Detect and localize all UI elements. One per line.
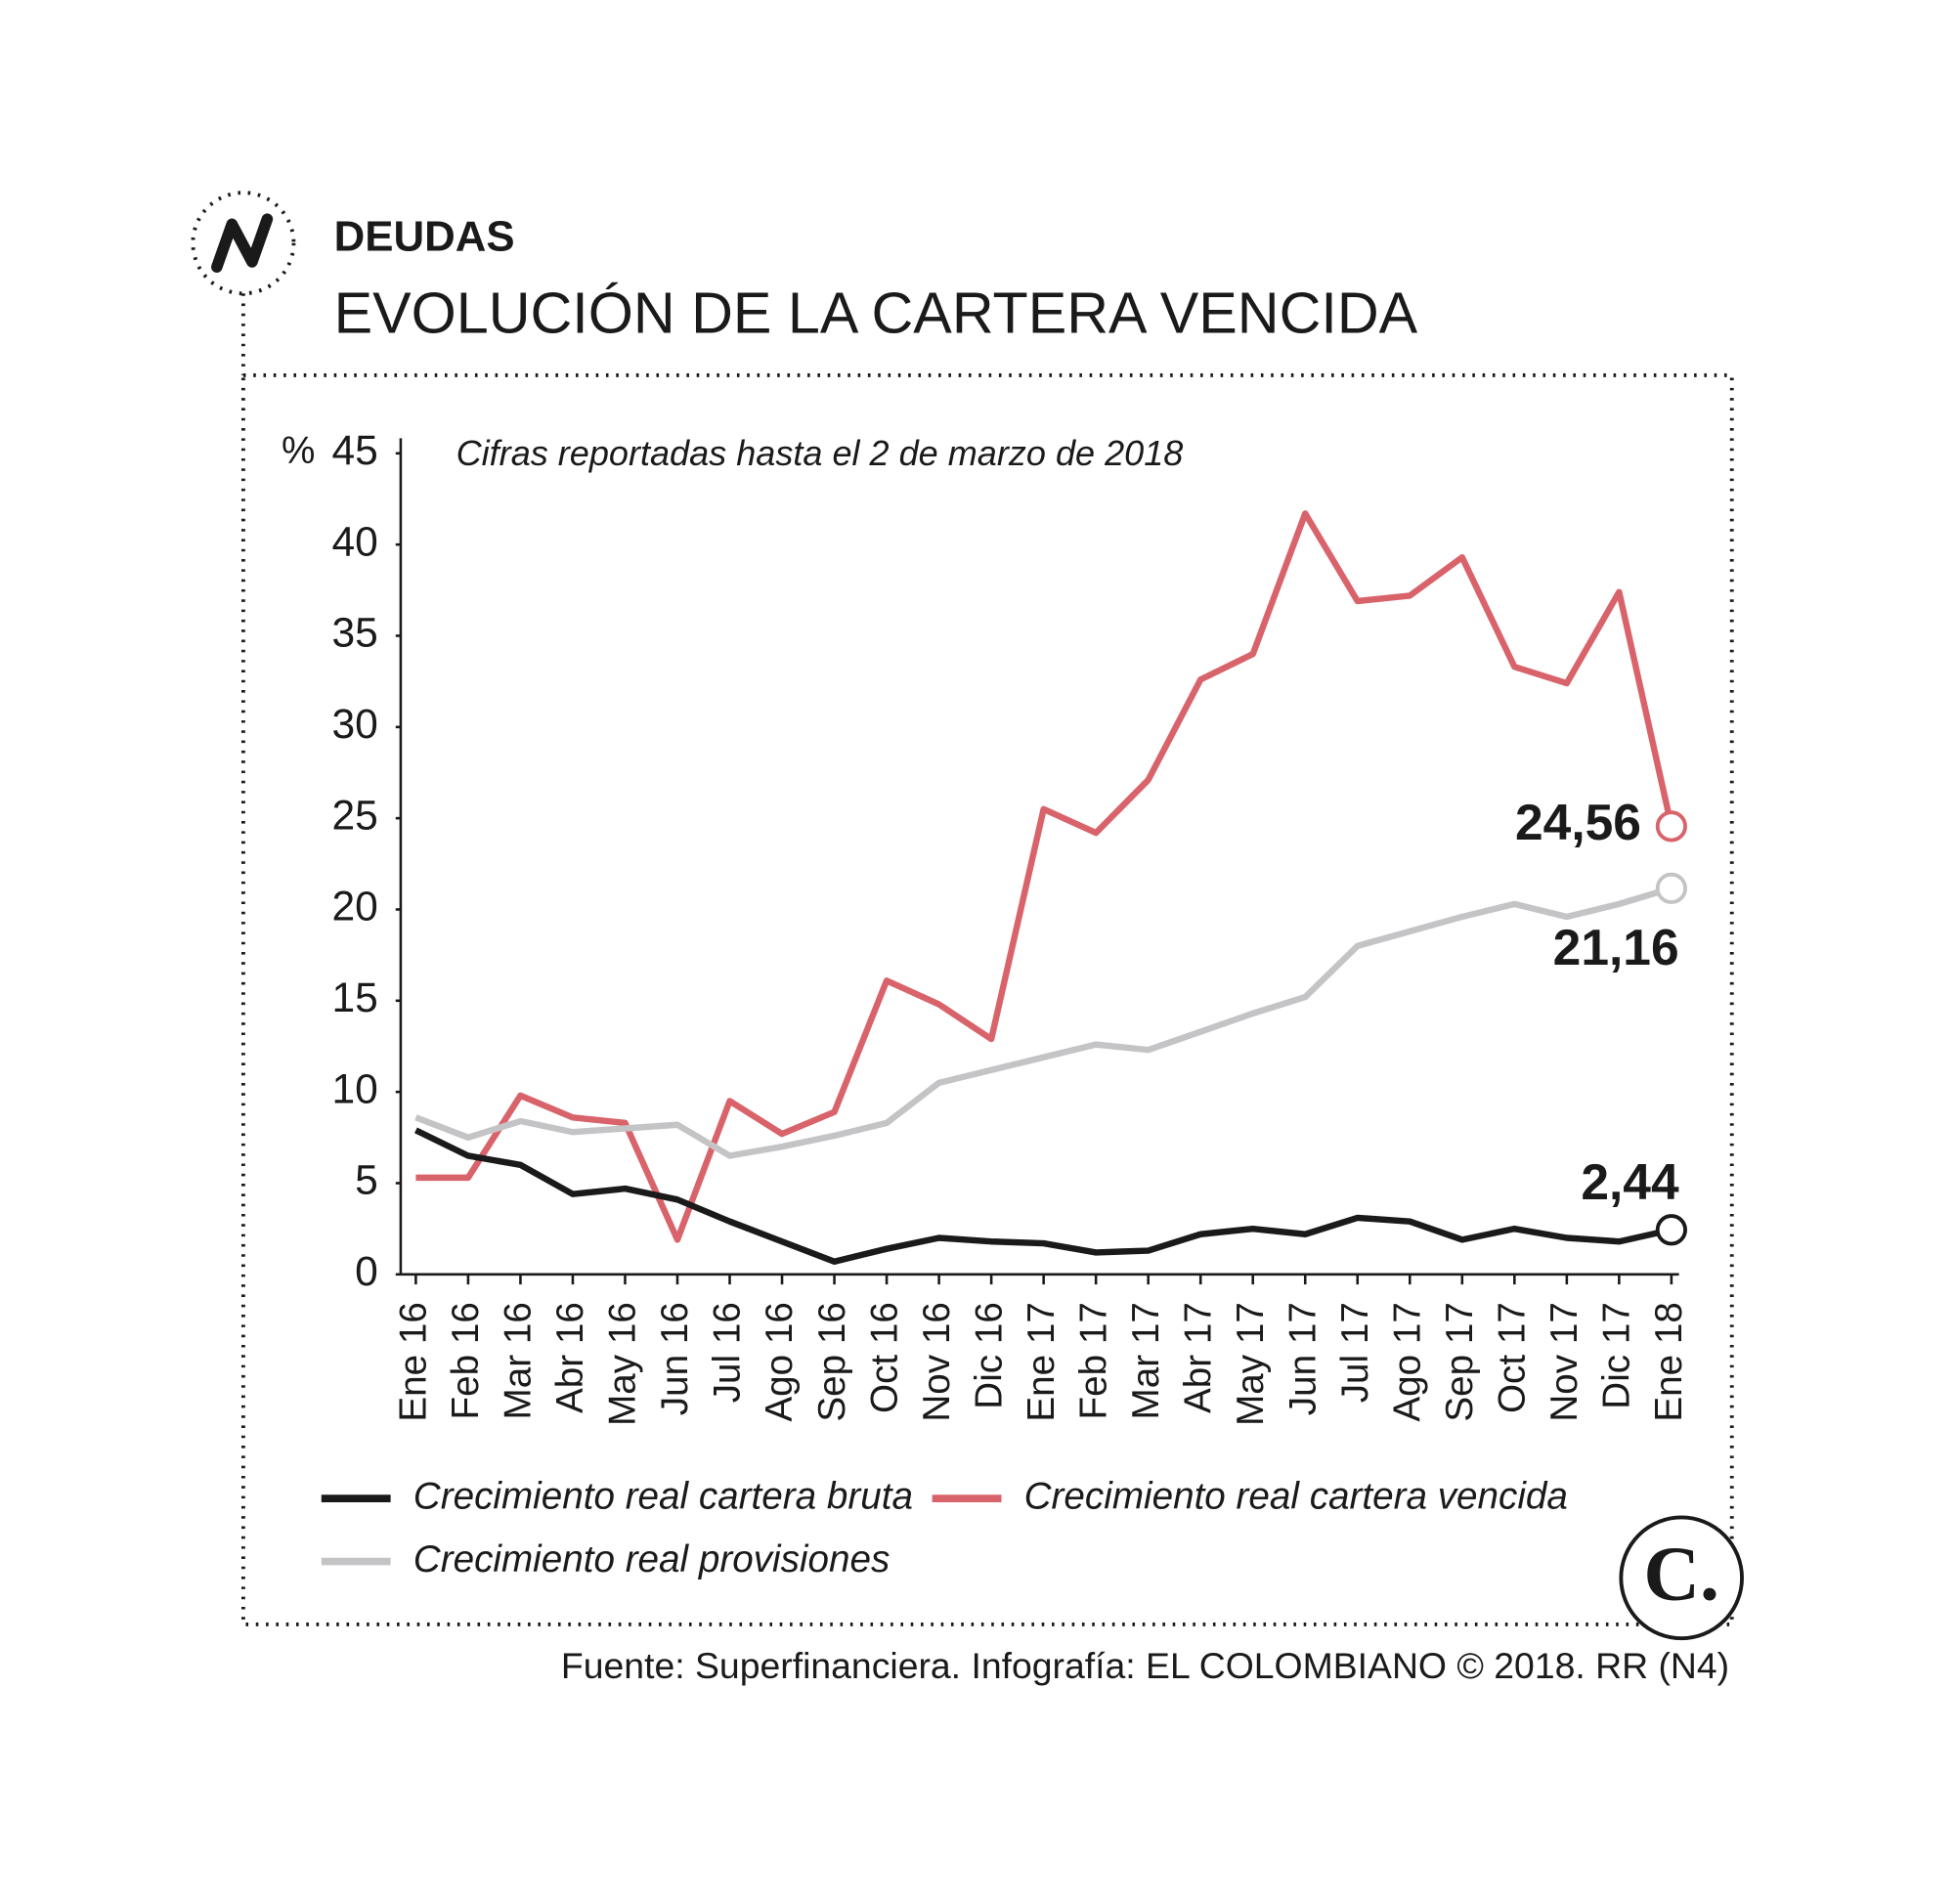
y-tick-label: 40 (331, 519, 377, 565)
x-tick-label: Nov 17 (1543, 1302, 1586, 1421)
x-tick-label: Jun 16 (654, 1302, 696, 1415)
end-point (1655, 872, 1687, 904)
series-line (414, 885, 1673, 1159)
y-tick-label: 25 (331, 793, 377, 839)
legend-label: Crecimiento real provisiones (413, 1538, 891, 1580)
subtitle: Cifras reportadas hasta el 2 de marzo de… (456, 433, 1184, 473)
y-tick-label: 20 (331, 885, 377, 930)
x-tick-label: Nov 16 (916, 1302, 958, 1421)
x-tick-label: Ago 17 (1386, 1302, 1428, 1421)
x-tick-label: Sep 16 (811, 1302, 853, 1421)
source: Fuente: Superfinanciera. Infografía: EL … (561, 1645, 1729, 1686)
logo-icon (211, 213, 274, 273)
end-point (1655, 1214, 1687, 1246)
x-tick-label: Mar 16 (498, 1302, 540, 1419)
x-tick-label: Ago 16 (759, 1302, 801, 1421)
x-tick-label: May 16 (602, 1302, 644, 1426)
y-tick-label: 30 (331, 702, 377, 748)
series-line (413, 1127, 1673, 1265)
brand-logo: C. (1643, 1532, 1719, 1618)
x-tick-label: Abr 17 (1177, 1302, 1219, 1413)
y-unit: % (282, 430, 315, 472)
brand-circle (1619, 1515, 1744, 1641)
legend-label: Crecimiento real cartera vencida (1024, 1475, 1568, 1517)
x-tick-label: May 17 (1230, 1302, 1272, 1426)
x-tick-label: Sep 17 (1439, 1302, 1481, 1421)
logo-ring (191, 191, 296, 296)
x-tick-label: Dic 17 (1596, 1302, 1638, 1409)
x-tick-label: Jul 17 (1334, 1302, 1376, 1403)
x-tick-label: Feb 17 (1072, 1302, 1114, 1419)
chart-title: EVOLUCIÓN DE LA CARTERA VENCIDA (334, 280, 1418, 345)
x-tick-label: Jul 16 (707, 1302, 749, 1403)
x-tick-label: Jun 17 (1282, 1302, 1324, 1415)
y-tick-label: 0 (355, 1249, 378, 1295)
y-tick-label: 35 (331, 611, 377, 657)
y-tick-label: 10 (331, 1066, 377, 1112)
y-tick-label: 45 (331, 428, 377, 474)
value-label: 21,16 (1553, 919, 1679, 975)
x-tick-label: Ene 17 (1021, 1302, 1063, 1421)
end-point (1655, 810, 1687, 843)
y-tick-label: 5 (355, 1158, 378, 1204)
x-tick-label: Oct 17 (1492, 1302, 1534, 1413)
x-tick-label: Mar 17 (1125, 1302, 1167, 1419)
value-label: 24,56 (1515, 794, 1641, 850)
x-tick-label: Abr 16 (549, 1302, 591, 1413)
y-tick-label: 15 (331, 975, 377, 1021)
frame (240, 372, 1734, 1626)
x-tick-label: Feb 16 (445, 1302, 487, 1419)
x-tick-label: Ene 18 (1648, 1302, 1690, 1421)
x-tick-label: Dic 16 (968, 1302, 1010, 1409)
x-tick-label: Oct 16 (863, 1302, 905, 1413)
kicker: DEUDAS (334, 212, 515, 260)
value-label: 2,44 (1581, 1153, 1679, 1210)
legend-label: Crecimiento real cartera bruta (413, 1475, 913, 1517)
series-line (415, 510, 1675, 1243)
x-tick-label: Ene 16 (393, 1302, 435, 1421)
